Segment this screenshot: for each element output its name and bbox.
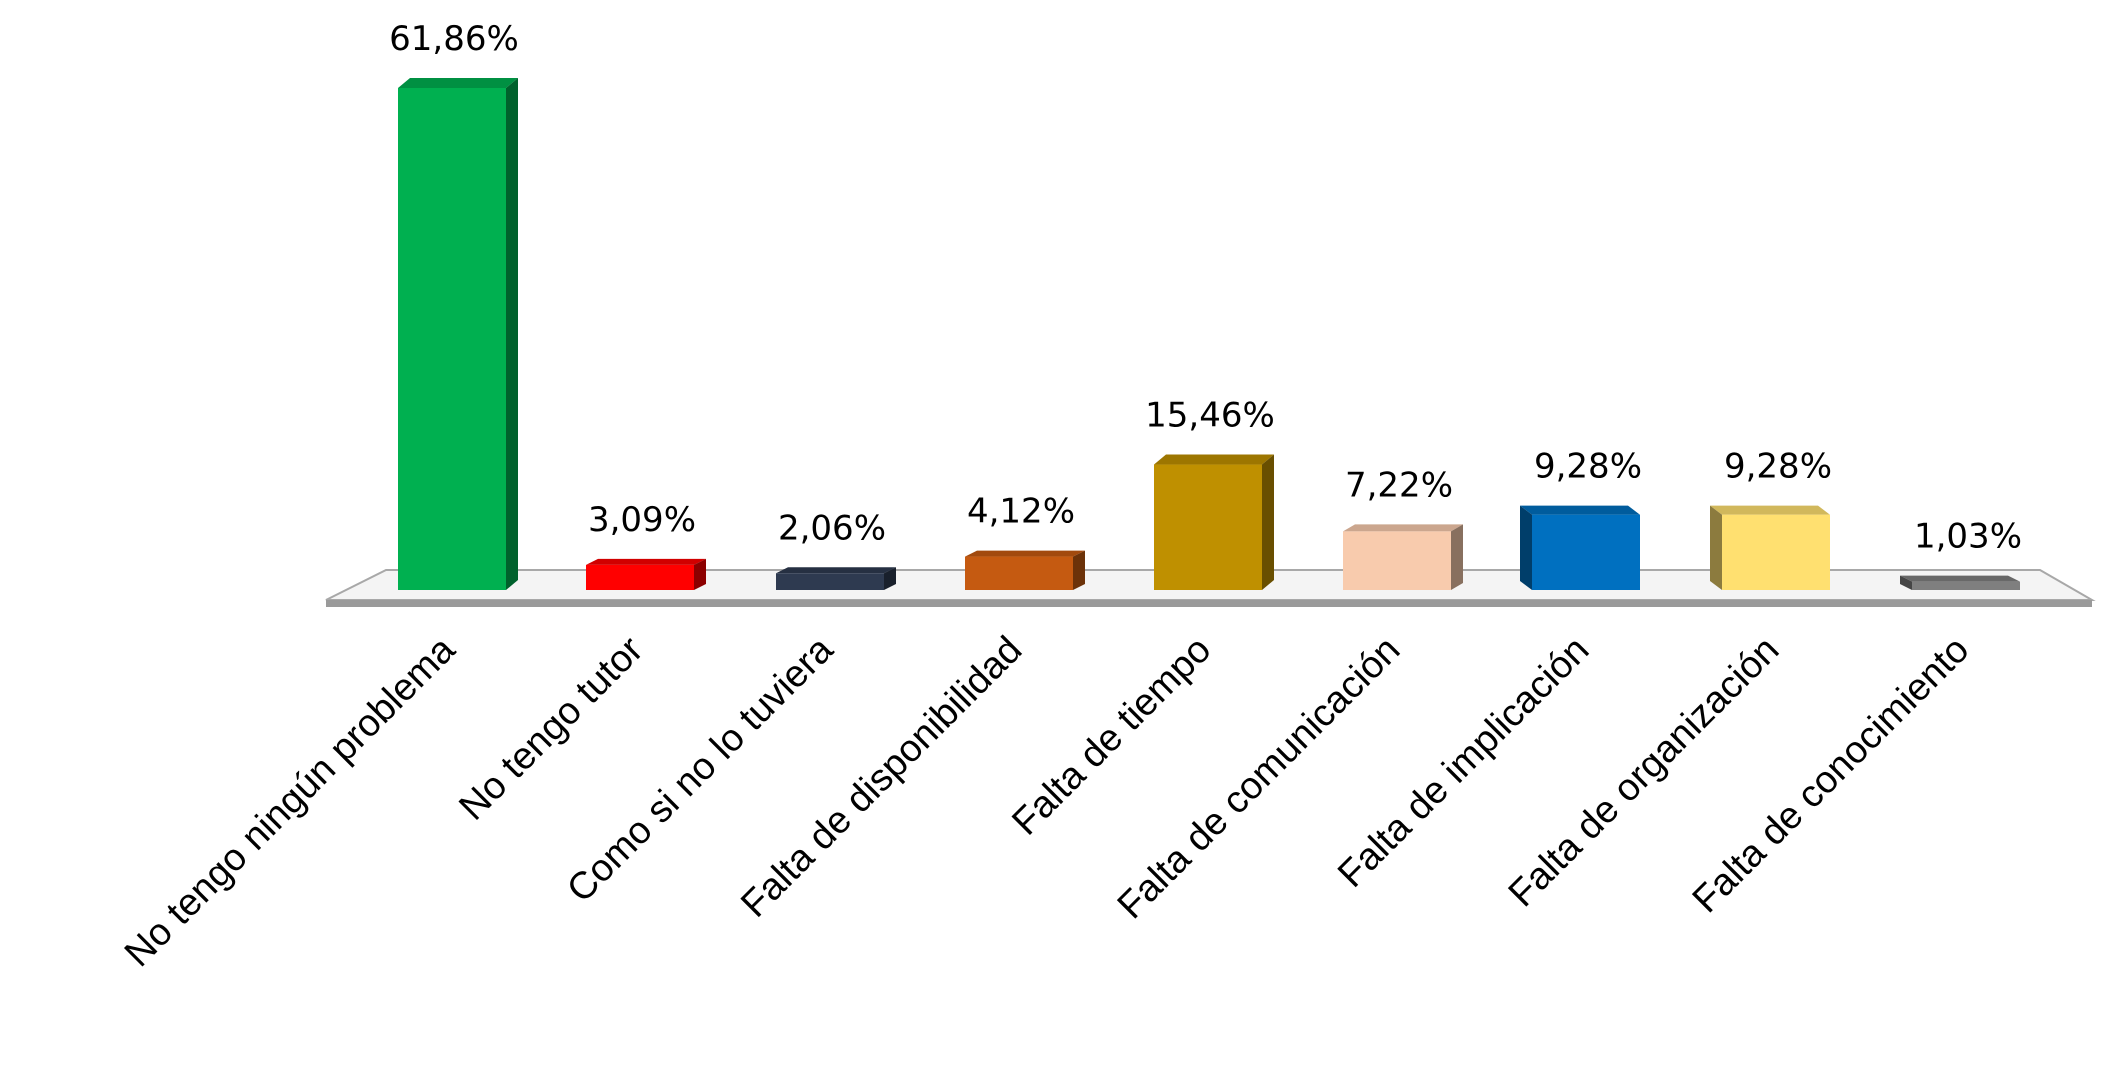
bar-front-face bbox=[1722, 514, 1830, 590]
bar bbox=[398, 78, 518, 590]
bar-front-face bbox=[586, 564, 694, 590]
value-labels-group: 61,86% 3,09% 2,06% 4,12% 15,46% 7,22% 9,28% 9,2… bbox=[389, 19, 2022, 557]
category-label: No tengo tutor bbox=[451, 628, 651, 828]
bar bbox=[586, 558, 706, 590]
bar-top-face bbox=[1343, 524, 1463, 532]
category-label: No tengo ningún problema bbox=[117, 628, 464, 975]
value-label: 9,28% bbox=[1724, 447, 1832, 487]
bar-top-face bbox=[1900, 575, 2020, 582]
bar-front-face bbox=[398, 88, 506, 590]
bar-side-face bbox=[506, 78, 518, 590]
bar-side-face bbox=[1262, 454, 1274, 590]
value-label: 7,22% bbox=[1345, 465, 1453, 505]
value-label: 2,06% bbox=[778, 508, 886, 548]
value-label: 4,12% bbox=[967, 492, 1075, 532]
value-label: 61,86% bbox=[389, 19, 519, 59]
bar-top-face bbox=[398, 78, 518, 88]
bar bbox=[1154, 454, 1274, 590]
bar-top-face bbox=[965, 550, 1085, 557]
bar-top-face bbox=[1154, 454, 1274, 465]
bar-side-face bbox=[1900, 575, 1912, 590]
bar-side-face bbox=[1710, 505, 1722, 590]
bars-group bbox=[398, 78, 2020, 590]
bar-side-face bbox=[1073, 550, 1085, 590]
bar-side-face bbox=[1451, 524, 1463, 590]
bar-front-face bbox=[965, 556, 1073, 590]
bar-front-face bbox=[1343, 531, 1451, 590]
value-label: 9,28% bbox=[1534, 447, 1642, 487]
bar bbox=[965, 550, 1085, 590]
bar-side-face bbox=[884, 567, 896, 590]
bar-top-face bbox=[586, 558, 706, 565]
bar-side-face bbox=[1520, 505, 1532, 590]
value-label: 1,03% bbox=[1914, 517, 2022, 557]
bar-front-face bbox=[1154, 464, 1262, 590]
bar bbox=[1710, 505, 1830, 590]
bar bbox=[1900, 575, 2020, 590]
bar-top-face bbox=[776, 567, 896, 574]
bar-top-face bbox=[1520, 505, 1640, 515]
bar-front-face bbox=[1532, 514, 1640, 590]
bar bbox=[1520, 505, 1640, 590]
floor-edge bbox=[326, 600, 2092, 607]
bar bbox=[1343, 524, 1463, 590]
bar-side-face bbox=[694, 558, 706, 590]
category-label: Falta de tiempo bbox=[1004, 629, 1219, 844]
value-label: 3,09% bbox=[588, 500, 696, 540]
bar bbox=[776, 567, 896, 590]
bar-front-face bbox=[1912, 581, 2020, 590]
value-label: 15,46% bbox=[1145, 396, 1275, 436]
bar-top-face bbox=[1710, 505, 1830, 515]
bar-front-face bbox=[776, 573, 884, 590]
